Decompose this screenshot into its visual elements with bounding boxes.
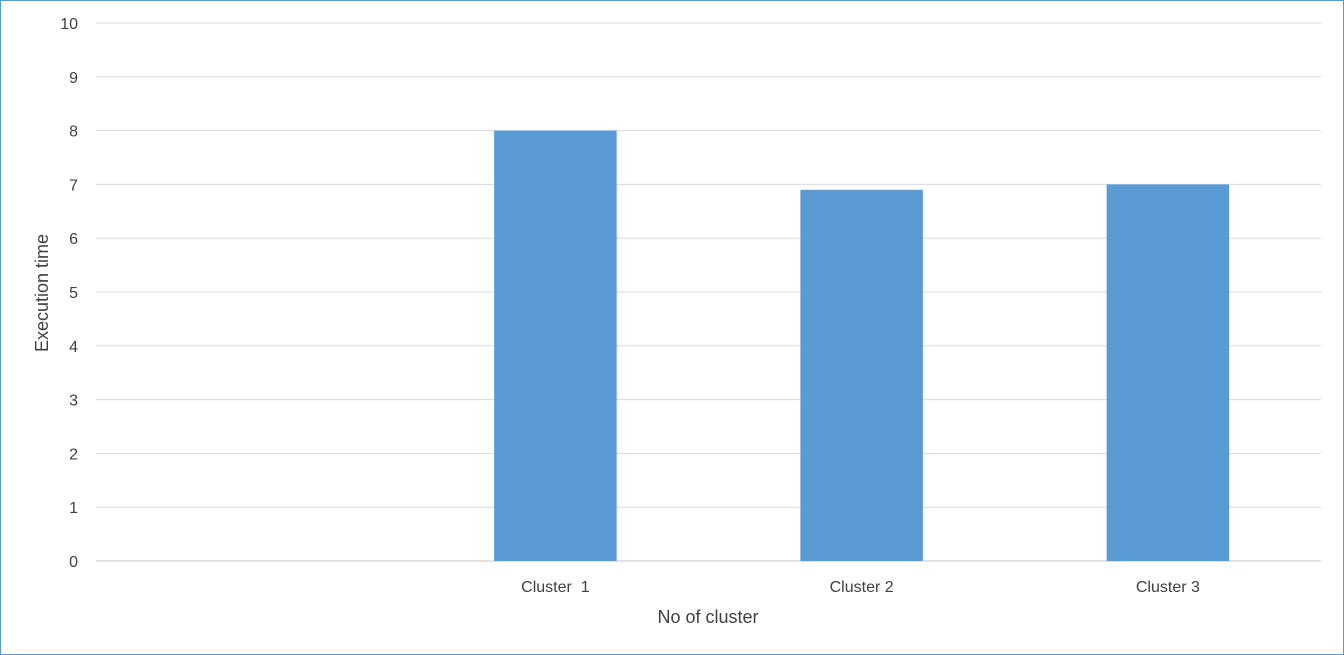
y-tick-label: 5 (69, 285, 78, 302)
x-axis-title: No of cluster (657, 607, 758, 627)
gridlines (96, 22, 1321, 562)
y-tick-label: 9 (69, 70, 78, 87)
x-axis-ticks: Cluster 1 Cluster 2 Cluster 3 (521, 579, 1200, 596)
y-tick-label: 8 (69, 124, 78, 141)
x-tick-label: Cluster 2 (830, 579, 894, 596)
x-tick-label: Cluster 3 (1136, 579, 1200, 596)
bar (1106, 184, 1230, 561)
y-tick-label: 3 (69, 393, 78, 410)
bar (494, 130, 617, 561)
bars (494, 130, 1230, 561)
y-tick-label: 4 (69, 339, 78, 356)
y-tick-label: 7 (69, 177, 78, 194)
y-tick-label: 6 (69, 231, 78, 248)
y-tick-label: 1 (69, 500, 78, 517)
y-tick-label: 10 (60, 16, 78, 33)
y-tick-label: 0 (69, 554, 78, 571)
y-axis-title: Execution time (32, 234, 52, 352)
y-tick-label: 2 (69, 446, 78, 463)
bar (800, 189, 923, 561)
y-axis-ticks: 0 1 2 3 4 5 6 7 8 9 10 (60, 16, 78, 571)
x-tick-label: Cluster 1 (521, 579, 590, 596)
